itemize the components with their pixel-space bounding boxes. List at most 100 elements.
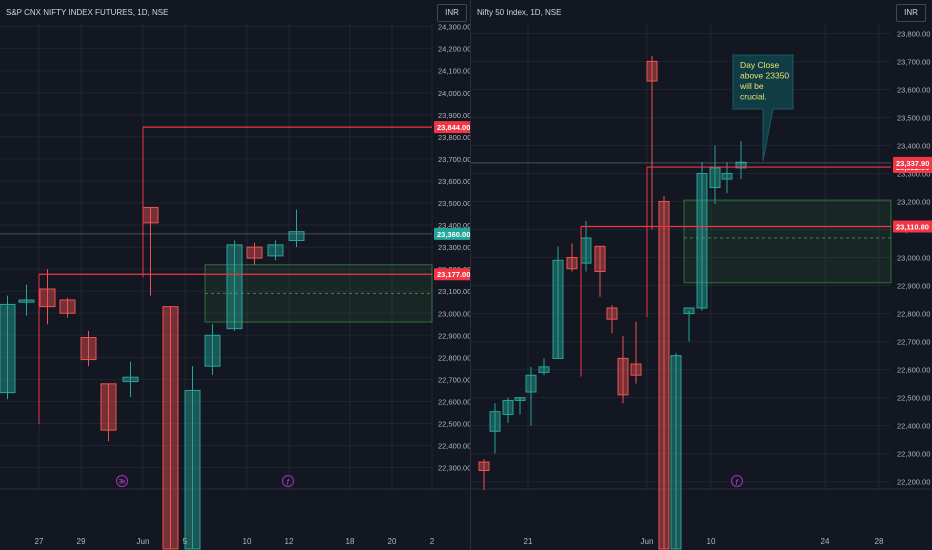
y-tick-label: 23,400.00 — [897, 141, 930, 150]
candle-up — [267, 240, 284, 261]
y-tick-label: 22,400.00 — [897, 422, 930, 431]
candle-body — [646, 60, 658, 82]
left-chart-title: S&P CNX NIFTY INDEX FUTURES, 1D, NSE — [6, 8, 169, 17]
left-chart-svg[interactable]: 22,300.00 22,400.00 22,500.00 22,600.00 22,7… — [0, 0, 470, 550]
x-tick-label: 28 — [875, 537, 884, 546]
candle-body — [184, 389, 201, 550]
candle-body — [525, 374, 537, 393]
candle-down — [630, 321, 642, 384]
demand-zone — [683, 199, 892, 284]
candle-body — [100, 383, 117, 431]
candle-body — [683, 307, 695, 315]
y-tick-label: 22,700.00 — [438, 375, 470, 384]
candle-down — [59, 297, 76, 318]
candle-down — [617, 335, 629, 404]
candle-down — [246, 242, 263, 265]
x-tick-label: 10 — [243, 537, 252, 546]
candle-body — [658, 201, 670, 550]
candle-down — [566, 243, 578, 272]
current-price-tag: 23,337.90 — [896, 159, 929, 168]
candle-body — [709, 167, 721, 188]
candle-body — [538, 366, 550, 373]
event-marker-icon: ƒ — [281, 474, 295, 488]
candle-up — [538, 358, 550, 376]
y-tick-label: 22,600.00 — [438, 397, 470, 406]
y-tick-label: 23,000.00 — [438, 309, 470, 318]
annotation-text-line: crucial. — [740, 92, 767, 102]
candle-body — [594, 245, 606, 273]
y-tick-label: 23,100.00 — [438, 287, 470, 296]
candle-body — [122, 376, 139, 383]
y-tick-label: 23,600.00 — [438, 177, 470, 186]
candle-up — [709, 145, 721, 205]
candle-body — [606, 307, 618, 320]
candle-body — [246, 246, 263, 259]
y-tick-label: 22,300.00 — [438, 464, 470, 473]
x-tick-label: 29 — [77, 537, 86, 546]
candle-up — [525, 366, 537, 426]
right-currency-button[interactable]: INR — [896, 4, 926, 22]
candle-up — [0, 295, 16, 400]
candle-body — [288, 231, 305, 241]
y-tick-label: 24,000.00 — [438, 89, 470, 98]
candle-up — [696, 162, 708, 311]
y-tick-label: 22,300.00 — [897, 450, 930, 459]
candle-body — [630, 363, 642, 376]
grid-lines — [0, 24, 433, 489]
candle-body — [59, 299, 76, 314]
y-tick-label: 22,800.00 — [897, 310, 930, 319]
candle-body — [142, 206, 159, 224]
left-chart-panel[interactable]: 22,300.00 22,400.00 22,500.00 22,600.00 22,7… — [0, 0, 470, 550]
candle-body — [514, 397, 526, 401]
grid-lines — [471, 24, 891, 489]
candle-body — [204, 334, 221, 367]
x-axis: 21 Jun 10 24 28 — [524, 537, 884, 546]
candle-up — [580, 221, 592, 272]
y-tick-label: 22,900.00 — [897, 282, 930, 291]
right-chart-panel[interactable]: 22,200.00 22,300.00 22,400.00 22,500.00 22,6… — [470, 0, 932, 550]
level-price-tag: 23,177.00 — [437, 270, 470, 279]
event-marker-label: ƒ — [286, 479, 290, 486]
y-tick-label: 22,500.00 — [438, 420, 470, 429]
y-tick-label: 23,000.00 — [897, 254, 930, 263]
x-tick-label: Jun — [137, 537, 150, 546]
left-currency-button[interactable]: INR — [437, 4, 467, 22]
level-price-tag: 23,844.00 — [437, 123, 470, 132]
y-tick-label: 22,900.00 — [438, 331, 470, 340]
y-tick-label: 22,500.00 — [897, 394, 930, 403]
current-price-tag-bg — [893, 156, 932, 169]
y-tick-label: 23,300.00 — [897, 169, 930, 178]
current-price-tag-bg — [434, 227, 470, 240]
y-tick-label: 24,200.00 — [438, 45, 470, 54]
candle-body — [226, 244, 243, 330]
level-price-tag: 23,110.80 — [896, 222, 929, 231]
candle-up — [288, 209, 305, 248]
x-axis: 27 29 Jun 5 10 12 18 20 2 — [35, 537, 435, 546]
candle-up — [502, 397, 514, 423]
candle-down — [100, 383, 117, 442]
y-tick-label: 23,500.00 — [438, 199, 470, 208]
candle-down — [658, 195, 670, 550]
y-tick-label: 22,700.00 — [897, 338, 930, 347]
right-chart-svg[interactable]: 22,200.00 22,300.00 22,400.00 22,500.00 22,6… — [471, 0, 932, 550]
y-tick-label: 23,300.00 — [438, 243, 470, 252]
candle-body — [18, 299, 35, 303]
candle-up — [122, 361, 139, 398]
current-price-tag: 23,360.00 — [437, 230, 470, 239]
annotation-bubble — [732, 54, 794, 162]
y-tick-label: 24,300.00 — [438, 23, 470, 32]
x-tick-label: 2 — [430, 537, 435, 546]
event-marker-icon: ƒ — [730, 474, 744, 488]
annotation-text-line: will be — [739, 81, 764, 91]
candle-down — [162, 306, 179, 550]
candle-body — [670, 355, 682, 550]
candle-body — [696, 172, 708, 309]
candle-body — [552, 259, 564, 359]
candle-up — [226, 240, 243, 331]
candle-body — [721, 172, 733, 180]
x-tick-label: 27 — [35, 537, 44, 546]
y-tick-label: 22,400.00 — [438, 442, 470, 451]
y-tick-label: 22,600.00 — [897, 366, 930, 375]
candle-body — [80, 337, 97, 361]
